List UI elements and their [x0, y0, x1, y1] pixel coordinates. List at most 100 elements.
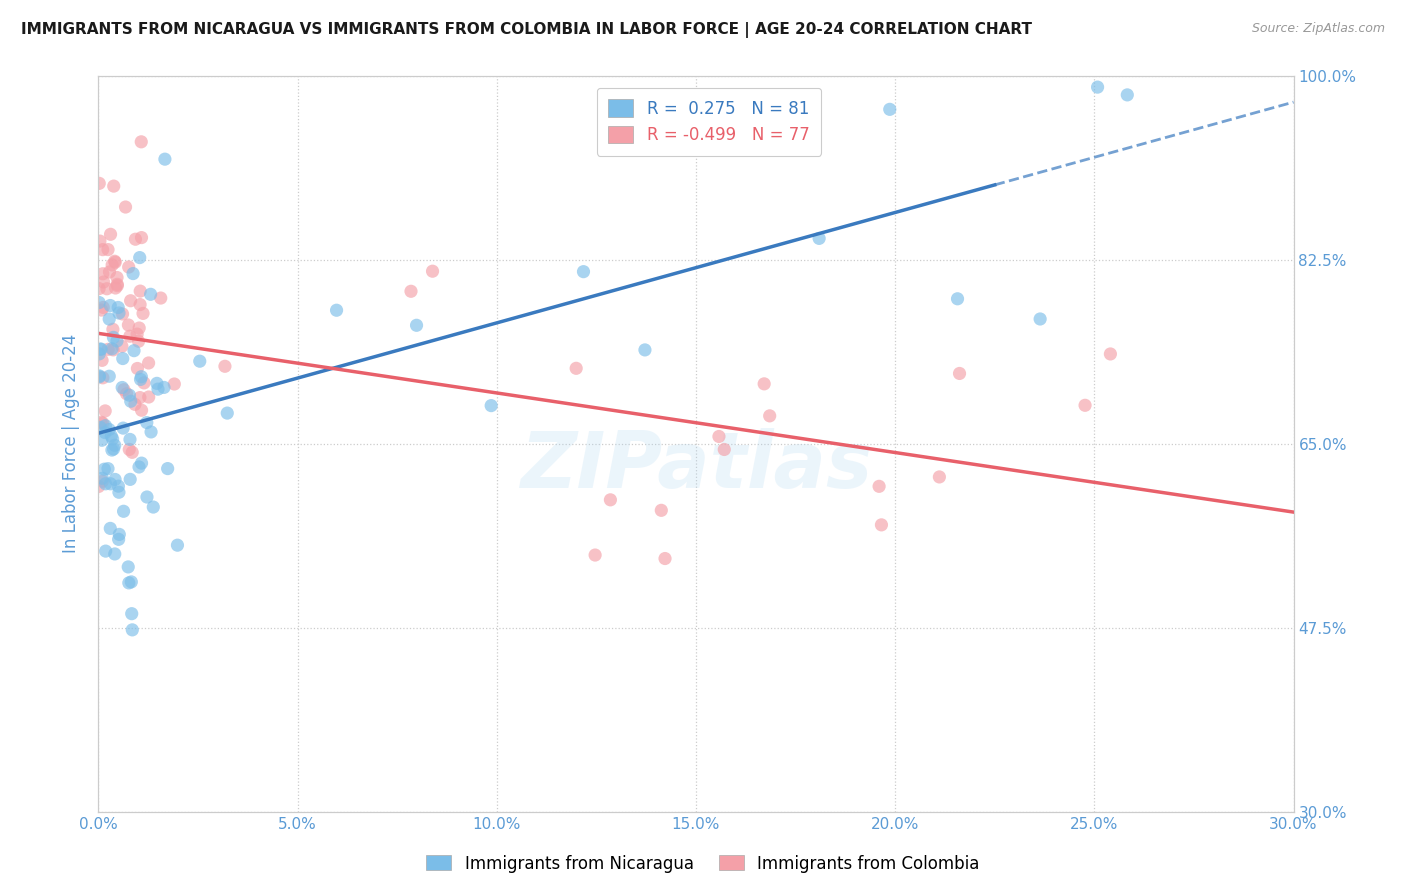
- Point: [89, 420, 111, 434]
- Point: [166, 538, 188, 552]
- Point: [399, 285, 422, 299]
- Point: [98, 265, 121, 279]
- Point: [583, 548, 606, 562]
- Point: [91, 371, 114, 385]
- Text: Source: ZipAtlas.com: Source: ZipAtlas.com: [1251, 22, 1385, 36]
- Point: [129, 391, 152, 405]
- Point: [90, 303, 112, 318]
- Point: [599, 492, 621, 507]
- Point: [650, 503, 672, 517]
- Point: [98, 521, 121, 535]
- Point: [188, 354, 211, 368]
- Legend: Immigrants from Nicaragua, Immigrants from Colombia: Immigrants from Nicaragua, Immigrants fr…: [420, 848, 986, 880]
- Point: [89, 347, 111, 361]
- Point: [108, 527, 131, 541]
- Point: [149, 291, 172, 305]
- Point: [156, 461, 179, 475]
- Point: [1116, 87, 1139, 102]
- Point: [114, 200, 136, 214]
- Text: ZIPatlas: ZIPatlas: [520, 428, 872, 504]
- Point: [217, 406, 239, 420]
- Point: [870, 517, 893, 532]
- Point: [129, 284, 152, 298]
- Y-axis label: In Labor Force | Age 20-24: In Labor Force | Age 20-24: [62, 334, 80, 553]
- Point: [105, 334, 128, 348]
- Point: [91, 474, 114, 488]
- Point: [91, 416, 114, 430]
- Point: [112, 383, 135, 397]
- Point: [928, 470, 950, 484]
- Point: [93, 462, 115, 476]
- Point: [1099, 347, 1122, 361]
- Point: [422, 264, 444, 278]
- Point: [89, 368, 111, 383]
- Point: [124, 397, 146, 411]
- Point: [98, 312, 121, 326]
- Point: [111, 339, 134, 353]
- Point: [89, 369, 111, 384]
- Point: [118, 388, 141, 402]
- Point: [94, 544, 117, 558]
- Point: [118, 575, 141, 590]
- Point: [104, 472, 127, 486]
- Point: [127, 327, 149, 342]
- Point: [90, 434, 112, 448]
- Point: [94, 404, 117, 418]
- Point: [91, 353, 114, 368]
- Point: [136, 490, 159, 504]
- Point: [101, 432, 124, 446]
- Point: [124, 232, 146, 246]
- Point: [121, 623, 143, 637]
- Point: [758, 409, 780, 423]
- Point: [100, 429, 122, 443]
- Point: [129, 135, 152, 149]
- Point: [105, 277, 128, 292]
- Point: [135, 416, 157, 430]
- Point: [91, 267, 114, 281]
- Point: [108, 485, 131, 500]
- Point: [94, 425, 117, 440]
- Point: [128, 251, 150, 265]
- Point: [1087, 80, 1109, 95]
- Point: [91, 301, 114, 315]
- Point: [89, 177, 111, 191]
- Point: [91, 471, 114, 485]
- Point: [112, 504, 135, 518]
- Point: [94, 418, 117, 433]
- Point: [121, 607, 143, 621]
- Point: [112, 421, 135, 435]
- Point: [118, 442, 141, 457]
- Point: [634, 343, 657, 357]
- Point: [120, 574, 142, 589]
- Point: [90, 415, 112, 429]
- Point: [117, 560, 139, 574]
- Point: [153, 152, 176, 166]
- Point: [111, 380, 134, 394]
- Point: [127, 361, 149, 376]
- Point: [118, 433, 141, 447]
- Point: [97, 343, 120, 357]
- Point: [104, 547, 127, 561]
- Point: [101, 342, 124, 356]
- Point: [91, 243, 114, 257]
- Point: [479, 399, 502, 413]
- Text: IMMIGRANTS FROM NICARAGUA VS IMMIGRANTS FROM COLOMBIA IN LABOR FORCE | AGE 20-24: IMMIGRANTS FROM NICARAGUA VS IMMIGRANTS …: [21, 22, 1032, 38]
- Point: [97, 243, 120, 257]
- Point: [105, 270, 128, 285]
- Point: [117, 318, 139, 332]
- Point: [103, 442, 125, 456]
- Point: [142, 500, 165, 514]
- Point: [808, 231, 831, 245]
- Point: [111, 307, 134, 321]
- Point: [111, 351, 134, 366]
- Point: [1029, 312, 1052, 326]
- Point: [107, 301, 129, 315]
- Point: [89, 295, 111, 310]
- Point: [97, 461, 120, 475]
- Point: [105, 278, 128, 293]
- Point: [128, 334, 150, 349]
- Point: [868, 479, 890, 493]
- Point: [89, 234, 111, 248]
- Legend: R =  0.275   N = 81, R = -0.499   N = 77: R = 0.275 N = 81, R = -0.499 N = 77: [596, 87, 821, 156]
- Point: [94, 476, 117, 491]
